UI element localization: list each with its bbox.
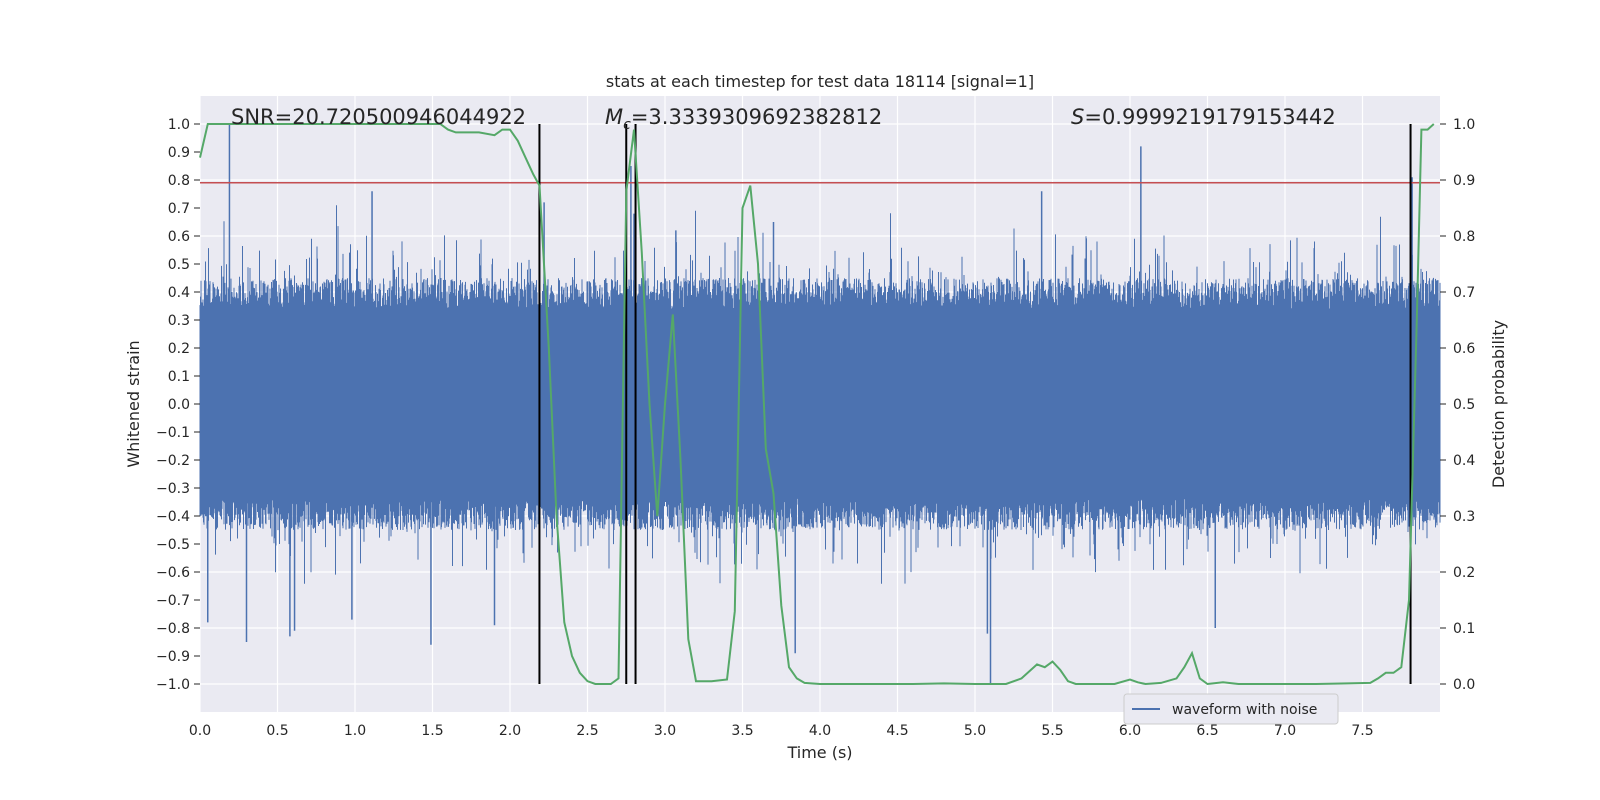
y-tick-label: −0.1 bbox=[156, 425, 190, 441]
x-tick-label: 4.5 bbox=[886, 723, 908, 739]
x-tick-label: 7.5 bbox=[1351, 723, 1373, 739]
y-tick-label: 0.0 bbox=[168, 397, 190, 413]
probability-series bbox=[199, 123, 1435, 686]
x-tick-label: 4.0 bbox=[809, 723, 831, 739]
y2-tick-label: 0.6 bbox=[1453, 341, 1475, 357]
y2-tick-label: 1.0 bbox=[1453, 117, 1475, 133]
x-tick-label: 6.5 bbox=[1196, 723, 1218, 739]
y-tick-label: 0.2 bbox=[168, 341, 190, 357]
y-tick-label: −0.6 bbox=[156, 565, 190, 581]
s-symbol: S bbox=[1071, 105, 1084, 129]
y2-tick-label: 0.4 bbox=[1453, 453, 1475, 469]
y-tick-label: 0.7 bbox=[168, 201, 190, 217]
y2-tick-label: 0.9 bbox=[1453, 173, 1475, 189]
mc-value: =3.3339309692382812 bbox=[631, 105, 882, 129]
y-tick-label: −0.3 bbox=[156, 481, 190, 497]
x-tick-label: 6.0 bbox=[1119, 723, 1141, 739]
x-axis-ticks: 0.0 0.5 1.0 1.5 2.0 2.5 3.0 3.5 4.0 4.5 5.0 5.5 6.0 6… bbox=[189, 723, 1374, 739]
mc-annotation: Mc=3.3339309692382812 bbox=[605, 105, 882, 133]
x-tick-label: 2.5 bbox=[576, 723, 598, 739]
y2-tick-label: 0.5 bbox=[1453, 397, 1475, 413]
y-tick-label: 0.9 bbox=[168, 145, 190, 161]
y2-tick-label: 0.1 bbox=[1453, 621, 1475, 637]
y-tick-label: 0.3 bbox=[168, 313, 190, 329]
x-tick-label: 5.5 bbox=[1041, 723, 1063, 739]
y-axis-label: Whitened strain bbox=[124, 340, 143, 467]
y-tick-label: −0.2 bbox=[156, 453, 190, 469]
probability-line bbox=[199, 123, 1435, 686]
legend-label: waveform with noise bbox=[1172, 702, 1317, 718]
y-tick-label: −0.4 bbox=[156, 509, 190, 525]
y-tick-label: 0.8 bbox=[168, 173, 190, 189]
x-tick-label: 5.0 bbox=[964, 723, 986, 739]
y-tick-label: −1.0 bbox=[156, 677, 190, 693]
y2-tick-label: 0.3 bbox=[1453, 509, 1475, 525]
y-tick-label: −0.9 bbox=[156, 649, 190, 665]
x-tick-label: 3.0 bbox=[654, 723, 676, 739]
x-tick-label: 0.0 bbox=[189, 723, 211, 739]
y-tick-label: 0.4 bbox=[168, 285, 190, 301]
y2-tick-label: 0.7 bbox=[1453, 285, 1475, 301]
mc-subscript: c bbox=[623, 117, 631, 133]
x-tick-label: 1.5 bbox=[421, 723, 443, 739]
snr-annotation: SNR=20.720500946044922 bbox=[231, 105, 526, 129]
y2-tick-label: 0.0 bbox=[1453, 677, 1475, 693]
s-value: =0.9999219179153442 bbox=[1084, 105, 1335, 129]
y-tick-label: 0.1 bbox=[168, 369, 190, 385]
x-tick-label: 2.0 bbox=[499, 723, 521, 739]
y2-tick-label: 0.2 bbox=[1453, 565, 1475, 581]
x-tick-label: 0.5 bbox=[266, 723, 288, 739]
y-tick-label: −0.8 bbox=[156, 621, 190, 637]
y-tick-label: −0.5 bbox=[156, 537, 190, 553]
x-tick-label: 7.0 bbox=[1274, 723, 1296, 739]
y2-axis-ticks: 0.0 0.1 0.2 0.3 0.4 0.5 0.6 0.7 0.8 0.9 1.0 bbox=[1440, 117, 1475, 693]
legend-box bbox=[1123, 693, 1339, 725]
waveform-trace bbox=[199, 205, 1441, 584]
x-tick-label: 3.5 bbox=[731, 723, 753, 739]
legend: waveform with noise bbox=[1123, 693, 1339, 725]
x-axis-label: Time (s) bbox=[786, 743, 852, 762]
y2-axis-label: Detection probability bbox=[1489, 320, 1508, 488]
y-tick-label: 0.5 bbox=[168, 257, 190, 273]
y-axis-ticks: −1.0 −0.9 −0.8 −0.7 −0.6 −0.5 −0.4 −0.3 −0.2 −0.1… bbox=[156, 117, 200, 693]
s-annotation: S=0.9999219179153442 bbox=[1071, 105, 1336, 129]
x-tick-label: 1.0 bbox=[344, 723, 366, 739]
y-tick-label: 0.6 bbox=[168, 229, 190, 245]
mc-symbol: M bbox=[605, 105, 623, 129]
y-tick-label: −0.7 bbox=[156, 593, 190, 609]
waveform-series bbox=[199, 124, 1441, 684]
y-tick-label: 1.0 bbox=[168, 117, 190, 133]
y2-tick-label: 0.8 bbox=[1453, 229, 1475, 245]
chart-title: stats at each timestep for test data 181… bbox=[606, 72, 1034, 91]
